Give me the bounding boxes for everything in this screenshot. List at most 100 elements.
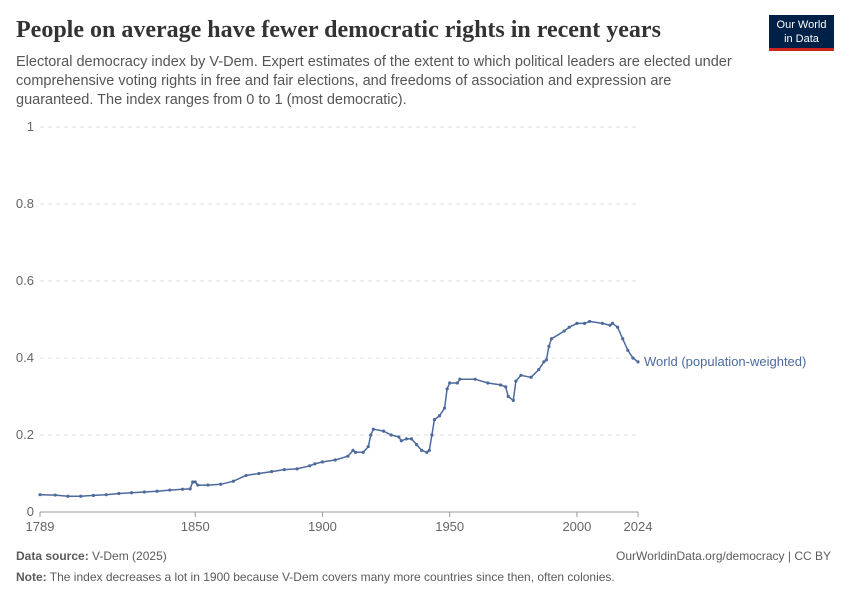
point <box>427 448 431 452</box>
logo-text: Our World <box>777 19 827 31</box>
point <box>295 467 299 471</box>
point <box>506 394 510 399</box>
url[interactable]: OurWorldinData.org/democracy | CC BY <box>616 549 831 563</box>
x-tick-label: 2000 <box>562 519 591 534</box>
point <box>389 433 393 437</box>
y-tick-label: 0.2 <box>16 427 34 442</box>
point <box>206 483 210 487</box>
note: Note: The index decreases a lot in 1900 … <box>16 570 615 584</box>
point <box>130 491 134 495</box>
x-tick-label: 2024 <box>624 519 653 534</box>
point <box>582 321 587 325</box>
point <box>575 321 579 325</box>
point <box>361 450 365 454</box>
point <box>244 473 248 478</box>
point <box>231 479 235 483</box>
chart-subtitle: Electoral democracy index by V-Dem. Expe… <box>16 54 732 108</box>
point <box>600 321 604 325</box>
point <box>514 379 518 383</box>
y-tick-label: 0 <box>27 504 34 519</box>
point <box>155 489 159 493</box>
point <box>91 493 96 498</box>
point <box>504 385 508 389</box>
point <box>498 383 503 387</box>
point <box>369 433 373 437</box>
point <box>473 377 477 381</box>
source-text: V-Dem (2025) <box>92 549 167 563</box>
point <box>104 493 108 497</box>
point <box>567 325 571 329</box>
point <box>404 437 409 441</box>
point <box>547 344 551 349</box>
point <box>445 387 449 391</box>
series-label: World (population-weighted) <box>644 354 806 369</box>
point <box>425 450 429 454</box>
subtitle-line: Electoral democracy index by V-Dem. Expe… <box>16 54 732 70</box>
point <box>117 491 121 496</box>
x-tick-label: 1900 <box>308 519 337 534</box>
point <box>430 433 434 437</box>
point <box>308 464 312 468</box>
x-tick-label: 1789 <box>26 519 55 534</box>
point <box>432 418 437 422</box>
point <box>542 360 546 364</box>
x-tick-label: 1950 <box>435 519 464 534</box>
point <box>636 360 640 364</box>
point <box>353 450 358 454</box>
point <box>366 444 370 449</box>
point <box>544 358 548 362</box>
source: Data source: V-Dem (2025) <box>16 549 167 563</box>
point <box>168 488 172 492</box>
point <box>455 381 459 385</box>
point <box>415 443 419 447</box>
point <box>626 348 630 352</box>
point <box>191 480 195 484</box>
point <box>66 494 70 498</box>
point <box>180 487 185 491</box>
y-tick-label: 0.4 <box>16 350 34 365</box>
source-label: Data source: <box>16 549 89 563</box>
point <box>519 373 523 377</box>
point <box>621 337 625 341</box>
chart-title: People on average have fewer democratic … <box>16 17 661 43</box>
point <box>529 375 533 379</box>
point <box>351 448 355 452</box>
point <box>549 337 554 341</box>
point <box>486 381 490 385</box>
note-text: The index decreases a lot in 1900 becaus… <box>50 570 615 584</box>
point <box>443 406 447 410</box>
y-tick-label: 0.8 <box>16 196 34 211</box>
point <box>397 435 401 439</box>
note-label: Note: <box>16 570 47 584</box>
point <box>53 493 57 497</box>
point <box>282 468 286 472</box>
point <box>193 480 197 484</box>
y-tick-label: 0.6 <box>16 273 34 288</box>
point <box>458 377 462 381</box>
point <box>608 323 612 327</box>
point <box>320 460 325 464</box>
point <box>313 462 317 466</box>
point <box>588 319 592 324</box>
point <box>448 381 452 385</box>
point <box>420 448 424 452</box>
point <box>511 398 515 402</box>
point <box>437 414 442 418</box>
point <box>142 490 146 494</box>
point <box>631 356 635 360</box>
point <box>333 458 337 462</box>
logo-text: in Data <box>784 33 820 45</box>
point <box>38 493 42 497</box>
subtitle-line: comprehensive voting rights in free and … <box>16 73 671 89</box>
x-tick-label: 1850 <box>181 519 210 534</box>
subtitle-line: guaranteed. The index ranges from 0 to 1… <box>16 92 407 108</box>
point <box>219 482 223 486</box>
point <box>409 437 414 441</box>
point <box>269 469 274 474</box>
logo-bar <box>769 48 834 51</box>
point <box>188 487 192 491</box>
point <box>257 471 261 476</box>
point <box>381 429 386 433</box>
point <box>371 427 375 431</box>
